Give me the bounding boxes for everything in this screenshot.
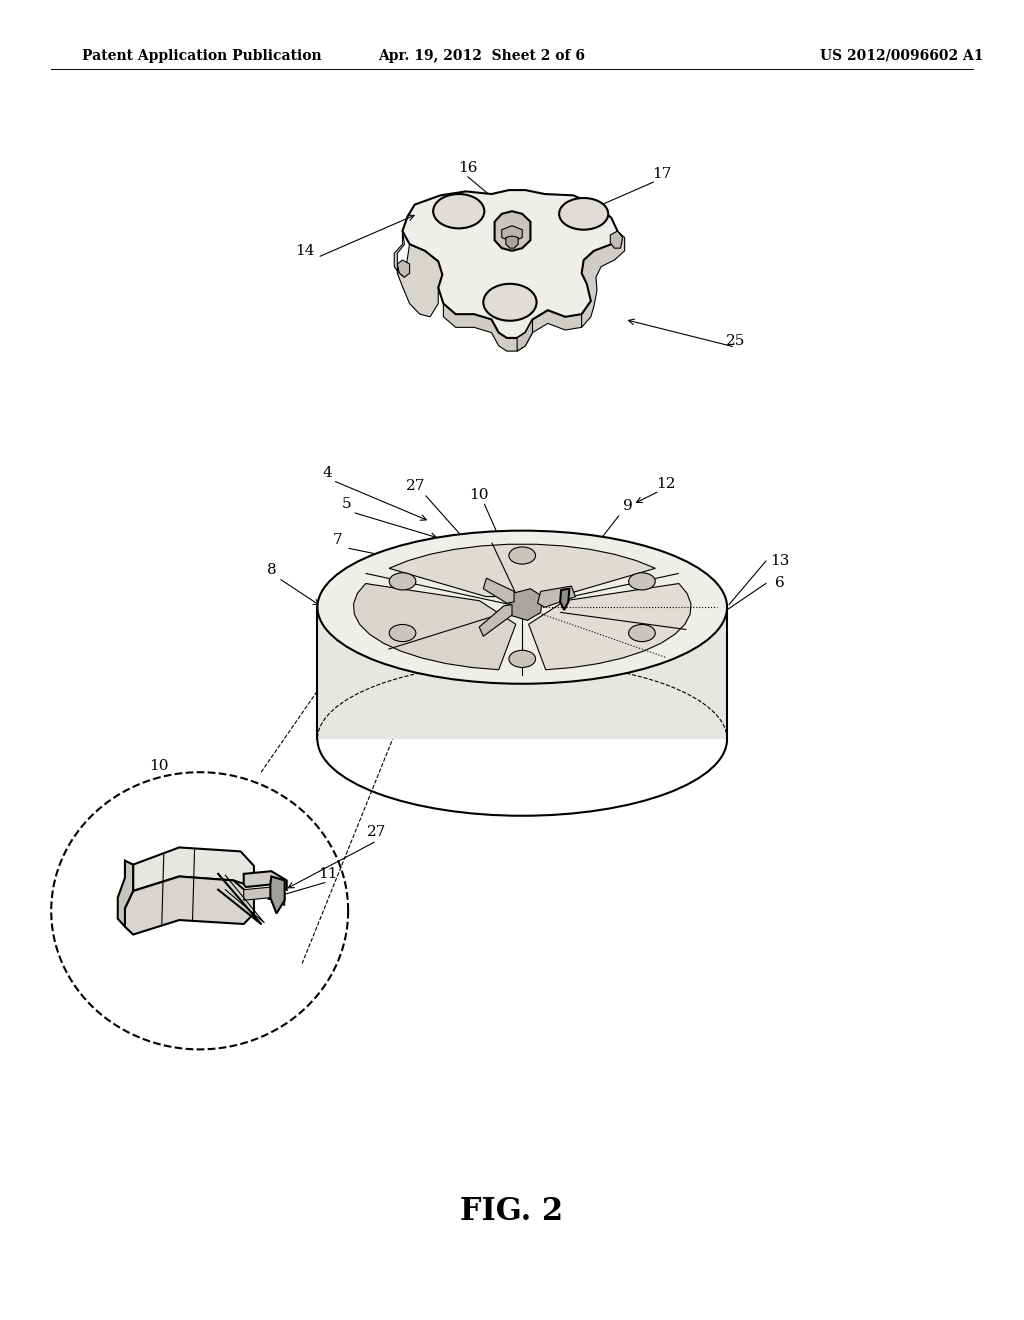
Text: 12: 12: [655, 478, 676, 491]
Polygon shape: [506, 236, 518, 248]
Text: 8: 8: [266, 564, 276, 577]
Text: 6: 6: [775, 577, 785, 590]
Polygon shape: [502, 226, 522, 242]
Ellipse shape: [389, 573, 416, 590]
Polygon shape: [483, 578, 514, 603]
Text: 10: 10: [469, 488, 489, 502]
Text: 11: 11: [317, 867, 338, 880]
Text: Patent Application Publication: Patent Application Publication: [82, 49, 322, 63]
Polygon shape: [582, 231, 625, 327]
Polygon shape: [133, 847, 254, 891]
Polygon shape: [538, 586, 575, 607]
Text: 27: 27: [407, 479, 425, 492]
Polygon shape: [389, 544, 655, 597]
Ellipse shape: [483, 284, 537, 321]
Polygon shape: [244, 887, 285, 906]
Polygon shape: [610, 231, 623, 248]
Ellipse shape: [317, 531, 727, 684]
Polygon shape: [118, 861, 133, 927]
Polygon shape: [394, 216, 442, 317]
Polygon shape: [517, 319, 532, 351]
Polygon shape: [353, 583, 516, 669]
Polygon shape: [317, 607, 727, 739]
Text: 13: 13: [771, 554, 790, 568]
Ellipse shape: [559, 198, 608, 230]
Ellipse shape: [433, 194, 484, 228]
Text: 9: 9: [623, 499, 633, 512]
Polygon shape: [560, 589, 569, 610]
Polygon shape: [443, 304, 582, 351]
Text: FIG. 2: FIG. 2: [461, 1196, 563, 1228]
Text: 14: 14: [295, 244, 315, 257]
Text: 17: 17: [652, 168, 671, 181]
Polygon shape: [402, 190, 617, 338]
Text: US 2012/0096602 A1: US 2012/0096602 A1: [819, 49, 983, 63]
Polygon shape: [397, 260, 410, 277]
Polygon shape: [125, 876, 254, 935]
Text: 27: 27: [368, 825, 386, 838]
Ellipse shape: [389, 624, 416, 642]
Ellipse shape: [509, 546, 536, 564]
Polygon shape: [495, 211, 530, 251]
Text: 10: 10: [148, 759, 169, 772]
Ellipse shape: [509, 651, 536, 668]
Polygon shape: [270, 876, 285, 913]
Polygon shape: [244, 871, 287, 890]
Text: Apr. 19, 2012  Sheet 2 of 6: Apr. 19, 2012 Sheet 2 of 6: [378, 49, 585, 63]
Text: 16: 16: [458, 161, 478, 174]
Text: 5: 5: [341, 498, 351, 511]
Ellipse shape: [629, 573, 655, 590]
Text: 4: 4: [323, 466, 333, 479]
Text: 25: 25: [726, 334, 744, 347]
Text: 8: 8: [648, 562, 658, 576]
Text: 7: 7: [333, 533, 343, 546]
Ellipse shape: [629, 624, 655, 642]
Polygon shape: [479, 605, 512, 636]
Polygon shape: [528, 583, 691, 669]
Polygon shape: [510, 589, 543, 620]
